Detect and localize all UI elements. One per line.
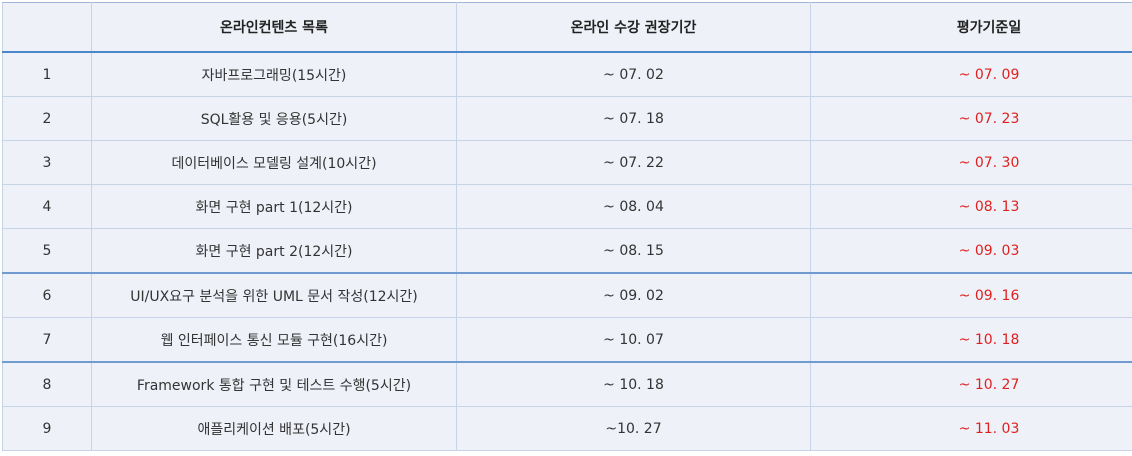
- header-row: 온라인컨텐츠 목록 온라인 수강 권장기간 평가기준일: [2, 2, 1132, 53]
- evaluation-date: ~ 10. 18: [810, 317, 1132, 363]
- header-number: [2, 2, 92, 53]
- online-period: ~ 10. 07: [456, 317, 811, 363]
- online-period: ~ 07. 02: [456, 51, 811, 97]
- header-online-period: 온라인 수강 권장기간: [456, 2, 811, 53]
- evaluation-date: ~ 09. 16: [810, 272, 1132, 318]
- evaluation-date: ~ 07. 23: [810, 96, 1132, 141]
- table-header: 온라인컨텐츠 목록 온라인 수강 권장기간 평가기준일: [2, 2, 1132, 53]
- online-period: ~ 08. 04: [456, 184, 811, 229]
- table-row: 1 자바프로그래밍(15시간) ~ 07. 02 ~ 07. 09: [2, 51, 1132, 97]
- table-row: 7 웹 인터페이스 통신 모듈 구현(16시간) ~ 10. 07 ~ 10. …: [2, 317, 1132, 363]
- row-number: 7: [2, 317, 92, 363]
- course-title: 화면 구현 part 1(12시간): [91, 184, 457, 229]
- row-number: 8: [2, 361, 92, 407]
- evaluation-date: ~ 09. 03: [810, 228, 1132, 274]
- table-row: 9 애플리케이션 배포(5시간) ~10. 27 ~ 11. 03: [2, 406, 1132, 451]
- row-number: 1: [2, 51, 92, 97]
- evaluation-date: ~ 10. 27: [810, 361, 1132, 407]
- online-period: ~ 09. 02: [456, 272, 811, 318]
- course-title: Framework 통합 구현 및 테스트 수행(5시간): [91, 361, 457, 407]
- evaluation-date: ~ 07. 09: [810, 51, 1132, 97]
- course-title: 애플리케이션 배포(5시간): [91, 406, 457, 451]
- header-evaluation-date: 평가기준일: [810, 2, 1132, 53]
- header-content-list: 온라인컨텐츠 목록: [91, 2, 457, 53]
- online-period: ~ 07. 22: [456, 140, 811, 185]
- table-row: 6 UI/UX요구 분석을 위한 UML 문서 작성(12시간) ~ 09. 0…: [2, 272, 1132, 318]
- evaluation-date: ~ 11. 03: [810, 406, 1132, 451]
- course-title: 웹 인터페이스 통신 모듈 구현(16시간): [91, 317, 457, 363]
- online-period: ~ 10. 18: [456, 361, 811, 407]
- row-number: 2: [2, 96, 92, 141]
- table-row: 8 Framework 통합 구현 및 테스트 수행(5시간) ~ 10. 18…: [2, 361, 1132, 407]
- row-number: 9: [2, 406, 92, 451]
- course-title: UI/UX요구 분석을 위한 UML 문서 작성(12시간): [91, 272, 457, 318]
- row-number: 4: [2, 184, 92, 229]
- course-title: 화면 구현 part 2(12시간): [91, 228, 457, 274]
- table-row: 3 데이터베이스 모델링 설계(10시간) ~ 07. 22 ~ 07. 30: [2, 140, 1132, 185]
- course-title: 자바프로그래밍(15시간): [91, 51, 457, 97]
- row-number: 3: [2, 140, 92, 185]
- row-number: 5: [2, 228, 92, 274]
- table-row: 5 화면 구현 part 2(12시간) ~ 08. 15 ~ 09. 03: [2, 228, 1132, 274]
- table-row: 2 SQL활용 및 응용(5시간) ~ 07. 18 ~ 07. 23: [2, 96, 1132, 141]
- course-title: 데이터베이스 모델링 설계(10시간): [91, 140, 457, 185]
- online-period: ~ 07. 18: [456, 96, 811, 141]
- table-row: 4 화면 구현 part 1(12시간) ~ 08. 04 ~ 08. 13: [2, 184, 1132, 229]
- row-number: 6: [2, 272, 92, 318]
- evaluation-date: ~ 08. 13: [810, 184, 1132, 229]
- evaluation-date: ~ 07. 30: [810, 140, 1132, 185]
- table-body: 1 자바프로그래밍(15시간) ~ 07. 02 ~ 07. 09 2 SQL활…: [2, 51, 1132, 451]
- online-period: ~10. 27: [456, 406, 811, 451]
- online-period: ~ 08. 15: [456, 228, 811, 274]
- course-title: SQL활용 및 응용(5시간): [91, 96, 457, 141]
